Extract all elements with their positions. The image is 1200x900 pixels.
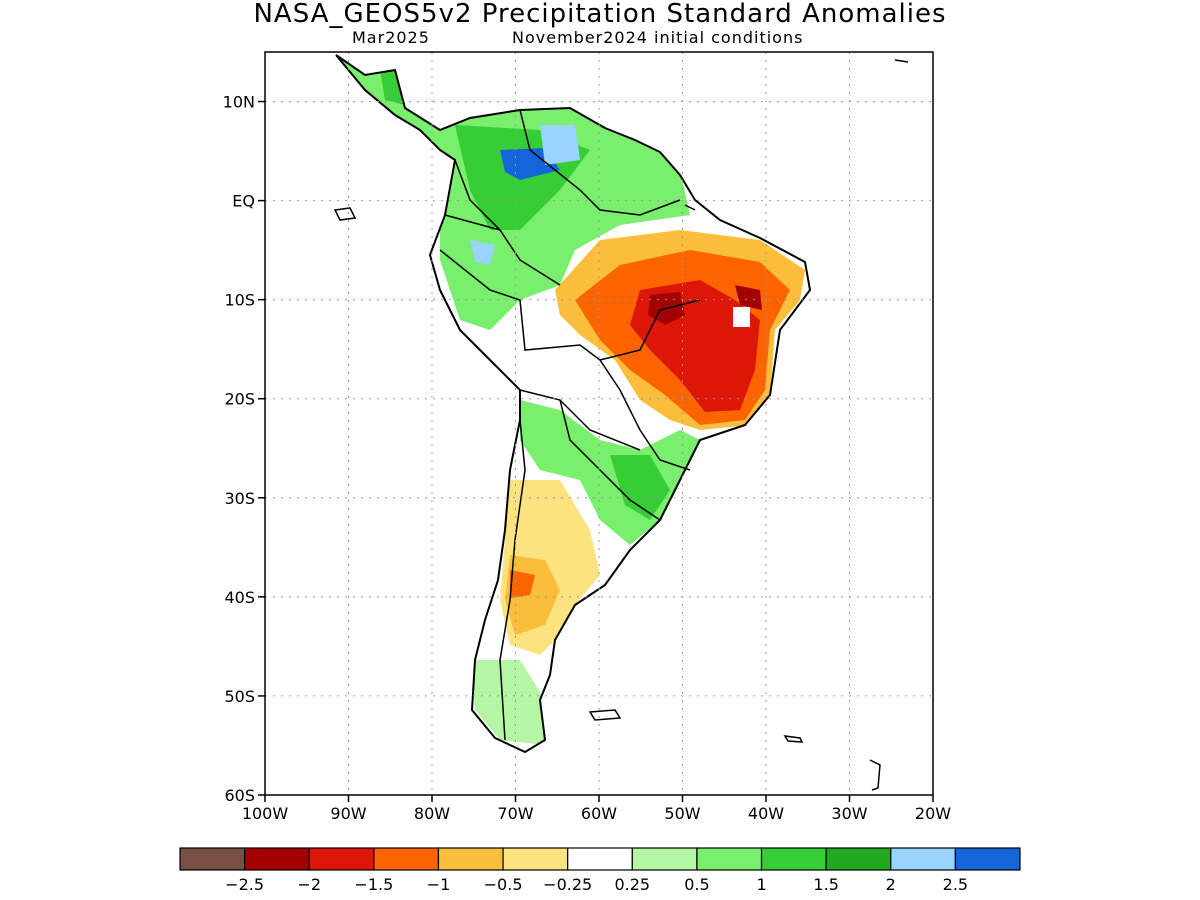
- lon-tick-label: 100W: [242, 804, 289, 823]
- lat-tick-label: 40S: [224, 588, 255, 607]
- colorbar-label: −1: [427, 875, 451, 894]
- lat-tick-label: 10N: [223, 93, 255, 112]
- la-plata-wet-core: [610, 455, 670, 520]
- brazil-missing-cell: [733, 307, 750, 327]
- colorbar-label: −0.5: [484, 875, 523, 894]
- axis-ticks: 100W 90W 80W 70W 60W 50W 40W 30W 20W 10N EQ 10S 20S 3…: [223, 93, 952, 823]
- lat-tick-label: 50S: [224, 687, 255, 706]
- colorbar-label: 1: [756, 875, 766, 894]
- lon-tick-label: 90W: [330, 804, 366, 823]
- lat-tick-label: 20S: [224, 390, 255, 409]
- border-colombia-ecuador: [444, 214, 501, 231]
- lon-tick-label: 40W: [748, 804, 784, 823]
- colorbar-swatch: [244, 847, 310, 871]
- border-brazil-uruguay: [639, 429, 691, 471]
- colorbar-swatch: [179, 847, 246, 871]
- lon-tick-label: 30W: [831, 804, 867, 823]
- colorbar-swatch: [760, 847, 827, 871]
- north-wet-patch: [470, 240, 495, 265]
- colorbar-label: 2: [886, 875, 896, 894]
- falkland-islands: [588, 709, 622, 721]
- initial-conditions: November2024 initial conditions: [512, 28, 804, 47]
- galapagos-islands: [333, 207, 357, 221]
- lat-tick-label: EQ: [232, 192, 255, 211]
- colorbar-swatch: [437, 847, 504, 871]
- country-borders: [439, 109, 701, 741]
- colorbar-label: 1.5: [813, 875, 838, 894]
- lon-tick-label: 20W: [915, 804, 951, 823]
- border-bolivia-paraguay: [519, 389, 641, 451]
- colorbar-swatch: [631, 847, 698, 871]
- marajo-island: [684, 204, 696, 211]
- south-georgia: [783, 735, 804, 743]
- south-sandwich: [869, 759, 881, 791]
- anomaly-fields: [336, 55, 810, 752]
- colorbar-swatch: [825, 847, 892, 871]
- southern-tip-wet: [472, 660, 545, 745]
- lon-tick-label: 80W: [414, 804, 450, 823]
- colorbar-label: −2: [297, 875, 321, 894]
- patagonia-very-dry: [510, 570, 535, 598]
- colorbar-label: −2.5: [225, 875, 264, 894]
- lon-tick-label: 70W: [497, 804, 533, 823]
- border-peru-bolivia: [439, 249, 641, 431]
- map-title: NASA_GEOS5v2 Precipitation Standard Anom…: [253, 0, 947, 29]
- border-venezuela-brazil: [519, 109, 681, 216]
- atlantic-islet: [894, 59, 909, 63]
- colorbar-swatch: [890, 847, 956, 871]
- lat-tick-label: 30S: [224, 489, 255, 508]
- colorbar-swatch: [954, 847, 1021, 871]
- colorbar-label: −1.5: [354, 875, 393, 894]
- brazil-very-dry-east: [735, 285, 762, 310]
- border-brazil-interior: [599, 299, 701, 361]
- north-wet-light-blue: [540, 125, 580, 165]
- colorbar-label: −0.25: [543, 875, 592, 894]
- colorbar-label: 0.25: [614, 875, 650, 894]
- colorbar-swatch: [502, 847, 569, 871]
- colorbar-label: 0.5: [684, 875, 709, 894]
- colorbar-swatch: [373, 847, 440, 871]
- lat-tick-label: 10S: [224, 291, 255, 310]
- colorbar-swatch: [567, 847, 633, 871]
- colorbar-swatch: [696, 847, 763, 871]
- colorbar: −2.5 −2 −1.5 −1 −0.5 −0.25 0.25 0.5 1 1.5 2 2.5: [179, 847, 1021, 894]
- lat-tick-label: 60S: [224, 786, 255, 805]
- lon-tick-label: 50W: [664, 804, 700, 823]
- forecast-month: Mar2025: [352, 28, 430, 47]
- islands: [333, 59, 909, 791]
- coastline: [335, 54, 812, 754]
- border-argentina-north: [559, 399, 661, 521]
- lon-tick-label: 60W: [581, 804, 617, 823]
- colorbar-label: 2.5: [943, 875, 968, 894]
- border-chile-argentina: [499, 419, 526, 741]
- colorbar-swatch: [308, 847, 375, 871]
